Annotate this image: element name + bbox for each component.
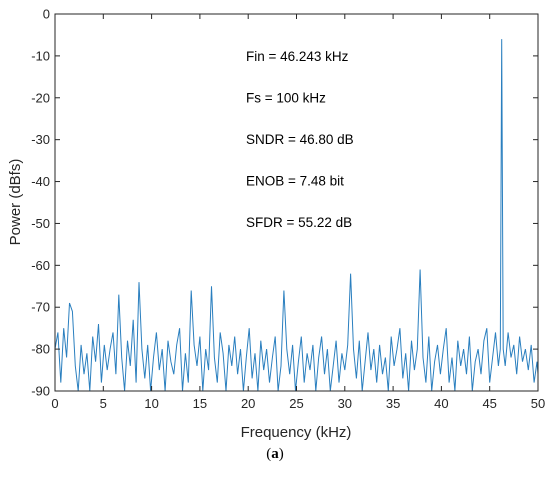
annotation-text: SFDR = 55.22 dB (246, 215, 352, 230)
annotation-text: Fs = 100 kHz (246, 91, 326, 106)
y-tick-label: -90 (31, 384, 50, 399)
x-tick-label: 35 (386, 396, 400, 411)
y-tick-label: -70 (31, 300, 50, 315)
plot-background (55, 14, 538, 391)
x-tick-label: 40 (434, 396, 448, 411)
ticks-layer: 0 5 10 15 20 25 30 35 40 45 50 0 -10 -20 -30 -40 -50 -60 -… (31, 7, 545, 412)
x-tick-label: 15 (193, 396, 207, 411)
y-tick-label: -20 (31, 90, 50, 105)
annotation-text: ENOB = 7.48 bit (246, 174, 344, 189)
caption-label: a (271, 446, 279, 462)
spectrum-line (54, 39, 539, 392)
x-tick-label: 0 (51, 396, 58, 411)
x-axis-label: Frequency (kHz) (241, 424, 352, 441)
x-tick-label: 10 (144, 396, 158, 411)
x-tick-label: 25 (289, 396, 303, 411)
x-tick-label: 45 (482, 396, 496, 411)
x-tick-label: 50 (531, 396, 545, 411)
caption-open: ( (266, 446, 271, 462)
y-tick-label: 0 (43, 7, 50, 22)
y-tick-label: -30 (31, 132, 50, 147)
caption-close: ) (279, 446, 284, 462)
annotation-text: SNDR = 46.80 dB (246, 132, 354, 147)
figure-caption: (a) (266, 446, 284, 462)
annotation-text: Fin = 46.243 kHz (246, 49, 349, 64)
annotations-layer: Fin = 46.243 kHz Fs = 100 kHz SNDR = 46.80… (246, 49, 354, 230)
series-layer (54, 39, 539, 392)
y-axis-label: Power (dBfs) (7, 159, 24, 246)
x-tick-label: 20 (241, 396, 255, 411)
x-tick-label: 5 (100, 396, 107, 411)
y-tick-label: -40 (31, 174, 50, 189)
y-tick-label: -50 (31, 216, 50, 231)
y-tick-label: -60 (31, 258, 50, 273)
y-tick-label: -10 (31, 48, 50, 63)
y-tick-label: -80 (31, 342, 50, 357)
x-tick-label: 30 (338, 396, 352, 411)
